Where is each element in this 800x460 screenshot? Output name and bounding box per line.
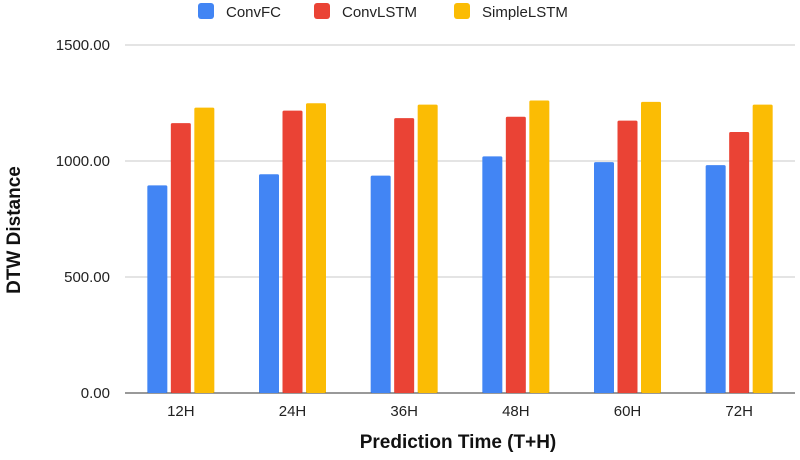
- y-axis-ticks: 0.00 500.00 1000.00 1500.00: [56, 37, 110, 402]
- bar-simplelstm-60h: [641, 101, 661, 393]
- bar-convfc-72h: [705, 165, 726, 393]
- y-axis-title: DTW Distance: [4, 166, 25, 294]
- bar-simplelstm-24h: [306, 103, 326, 394]
- legend-label-convfc: ConvFC: [226, 4, 281, 21]
- bar-convfc-48h: [482, 156, 503, 393]
- y-tick-label: 1500.00: [56, 37, 110, 54]
- y-tick-label: 500.00: [64, 269, 110, 286]
- bar-convlstm-72h: [729, 132, 750, 393]
- legend-swatch-convlstm: [314, 3, 330, 19]
- x-tick-label: 48H: [502, 403, 530, 420]
- legend: ConvFC ConvLSTM SimpleLSTM: [198, 3, 568, 21]
- bar-convfc-24h: [259, 174, 279, 393]
- bar-convlstm-24h: [282, 110, 303, 393]
- x-axis-ticks: 12H 24H 36H 48H 60H 72H: [167, 403, 753, 420]
- bar-convlstm-60h: [617, 120, 638, 393]
- legend-label-convlstm: ConvLSTM: [342, 4, 417, 21]
- bar-convfc-60h: [594, 162, 614, 393]
- x-axis-title: Prediction Time (T+H): [360, 432, 557, 453]
- legend-label-simplelstm: SimpleLSTM: [482, 4, 568, 21]
- gridlines: [125, 44, 795, 394]
- bars: [147, 100, 773, 394]
- bar-convfc-36h: [370, 175, 391, 393]
- x-tick-label: 36H: [390, 403, 418, 420]
- bar-convlstm-12h: [170, 123, 191, 394]
- bar-convlstm-48h: [505, 116, 526, 394]
- legend-swatch-simplelstm: [454, 3, 470, 19]
- legend-swatch-convfc: [198, 3, 214, 19]
- y-tick-label: 1000.00: [56, 153, 110, 170]
- y-tick-label: 0.00: [81, 385, 110, 402]
- x-tick-label: 72H: [725, 403, 753, 420]
- x-tick-label: 24H: [279, 403, 307, 420]
- bar-simplelstm-72h: [752, 104, 773, 394]
- bar-convlstm-36h: [394, 118, 415, 393]
- bar-simplelstm-48h: [529, 100, 550, 393]
- bar-simplelstm-36h: [417, 104, 438, 394]
- x-tick-label: 60H: [614, 403, 642, 420]
- bar-convfc-12h: [147, 185, 168, 393]
- bar-simplelstm-12h: [194, 107, 215, 393]
- x-tick-label: 12H: [167, 403, 195, 420]
